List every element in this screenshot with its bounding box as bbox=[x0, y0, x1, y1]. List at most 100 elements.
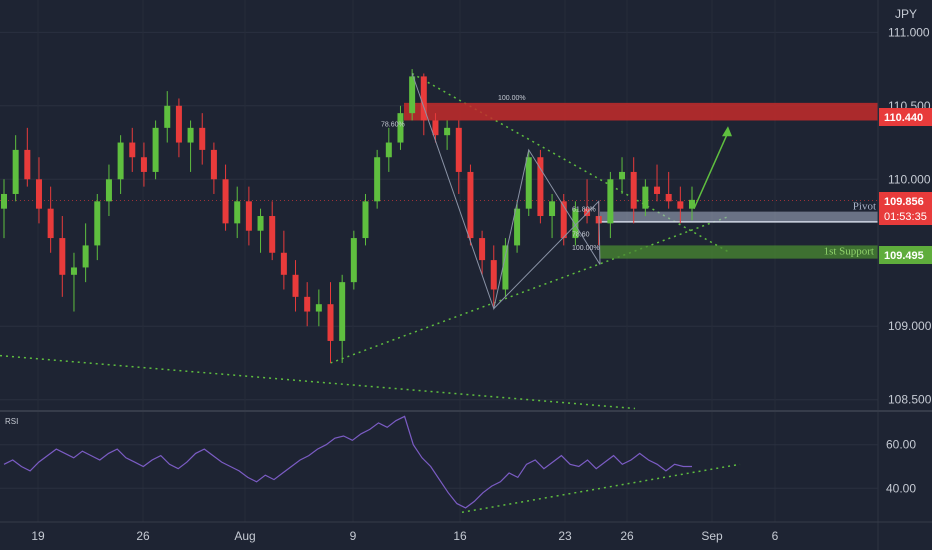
candle-body bbox=[187, 127, 194, 143]
candle-body bbox=[502, 245, 509, 290]
candle-body bbox=[362, 201, 369, 239]
fib-label: 61.80% bbox=[572, 207, 596, 214]
candle-body bbox=[572, 208, 579, 239]
fib-label: 78.60 bbox=[572, 232, 590, 239]
rsi-label: RSI bbox=[5, 417, 18, 426]
lower-trendline bbox=[0, 354, 636, 410]
candle-body bbox=[94, 201, 101, 246]
time-tick-label: 23 bbox=[558, 529, 572, 543]
pivot-zone bbox=[600, 211, 878, 222]
candle-body bbox=[327, 304, 334, 341]
candle-body bbox=[607, 179, 614, 224]
candle-body bbox=[374, 157, 381, 202]
candle-body bbox=[199, 127, 206, 150]
candle-body bbox=[12, 149, 19, 194]
candle-body bbox=[619, 171, 626, 180]
candle-body bbox=[397, 113, 404, 143]
candle-body bbox=[35, 179, 42, 209]
projection-arrow-head bbox=[722, 126, 732, 137]
time-tick-label: 16 bbox=[453, 529, 467, 543]
price-tick-label: 110.000 bbox=[888, 172, 931, 186]
candle-body bbox=[350, 238, 357, 283]
candle-body bbox=[175, 105, 182, 143]
rsi-trendline bbox=[461, 463, 741, 514]
rsi-line bbox=[3, 415, 692, 509]
candle-body bbox=[642, 186, 649, 209]
support-price-tag: 109.495 bbox=[884, 250, 924, 262]
candle-body bbox=[304, 296, 311, 312]
time-tick-label: Sep bbox=[701, 529, 723, 543]
candle-body bbox=[654, 186, 661, 194]
candle-body bbox=[70, 267, 77, 275]
candle-body bbox=[444, 127, 451, 136]
price-tick-label: 111.000 bbox=[888, 25, 930, 39]
fib-label: 100.00% bbox=[572, 245, 600, 252]
candle-body bbox=[129, 142, 136, 158]
candle-body bbox=[677, 201, 684, 209]
candle-body bbox=[245, 201, 252, 231]
candles bbox=[1, 69, 695, 363]
candle-body bbox=[1, 193, 7, 209]
countdown-tag: 01:53:35 bbox=[884, 211, 927, 223]
candle-body bbox=[234, 201, 241, 224]
support-label: 1st Support bbox=[824, 245, 874, 257]
time-tick-label: 6 bbox=[772, 529, 779, 543]
candle-body bbox=[467, 171, 474, 239]
candle-body bbox=[269, 216, 276, 253]
fib-label: 78.60% bbox=[381, 121, 405, 128]
candle-body bbox=[257, 216, 264, 231]
rsi-tick-label: 40.00 bbox=[886, 481, 916, 495]
ascending-trendline bbox=[330, 215, 731, 364]
resistance-price-tag: 110.440 bbox=[884, 112, 923, 124]
candle-body bbox=[514, 208, 521, 246]
candle-body bbox=[339, 282, 346, 341]
harmonic-pattern-diagonal bbox=[493, 200, 601, 309]
rsi-panel[interactable]: 60.00 40.00 bbox=[0, 415, 916, 514]
candle-body bbox=[630, 171, 637, 209]
candle-body bbox=[409, 76, 416, 114]
candle-body bbox=[420, 76, 427, 121]
candle-body bbox=[140, 157, 147, 172]
candle-body bbox=[455, 127, 462, 172]
projection-arrow-line bbox=[693, 131, 729, 209]
time-tick-label: 9 bbox=[350, 529, 357, 543]
candle-body bbox=[222, 179, 229, 224]
candle-body bbox=[432, 120, 439, 136]
time-tick-label: 26 bbox=[620, 529, 634, 543]
candle-body bbox=[537, 157, 544, 217]
candle-body bbox=[292, 274, 299, 297]
resistance-price-tag-bg bbox=[879, 108, 932, 126]
current-price-tag-bg bbox=[879, 192, 932, 225]
candle-body bbox=[560, 201, 567, 239]
support-zone bbox=[600, 245, 878, 259]
time-tick-label: 26 bbox=[136, 529, 150, 543]
candle-body bbox=[490, 260, 497, 290]
candle-body bbox=[117, 142, 124, 180]
candle-body bbox=[24, 149, 31, 180]
candle-body bbox=[385, 142, 392, 158]
current-price-tag: 109.856 bbox=[884, 196, 924, 208]
annotations: 100.00% 78.60% 61.80% 78.60 100.00% bbox=[381, 73, 732, 311]
candle-body bbox=[210, 149, 217, 180]
harmonic-pattern-lines bbox=[411, 73, 601, 311]
fib-label: 100.00% bbox=[498, 95, 526, 102]
candle-body bbox=[152, 127, 159, 172]
candle-body bbox=[164, 105, 171, 128]
price-tick-label: 109.000 bbox=[888, 319, 932, 333]
rsi-tick-label: 60.00 bbox=[886, 438, 916, 452]
currency-label: JPY bbox=[895, 7, 917, 21]
pivot-label: Pivot bbox=[853, 201, 876, 213]
candle-body bbox=[59, 238, 66, 275]
candle-body bbox=[82, 245, 89, 268]
candle-body bbox=[315, 304, 322, 312]
time-tick-label: 19 bbox=[31, 529, 45, 543]
candle-body bbox=[47, 208, 54, 239]
resistance-zone bbox=[404, 102, 878, 121]
time-axis[interactable]: 19 26 Aug 9 16 23 26 Sep 6 bbox=[31, 529, 778, 543]
candle-body bbox=[105, 179, 112, 202]
grid-lines bbox=[0, 31, 878, 401]
candle-body bbox=[549, 201, 556, 217]
